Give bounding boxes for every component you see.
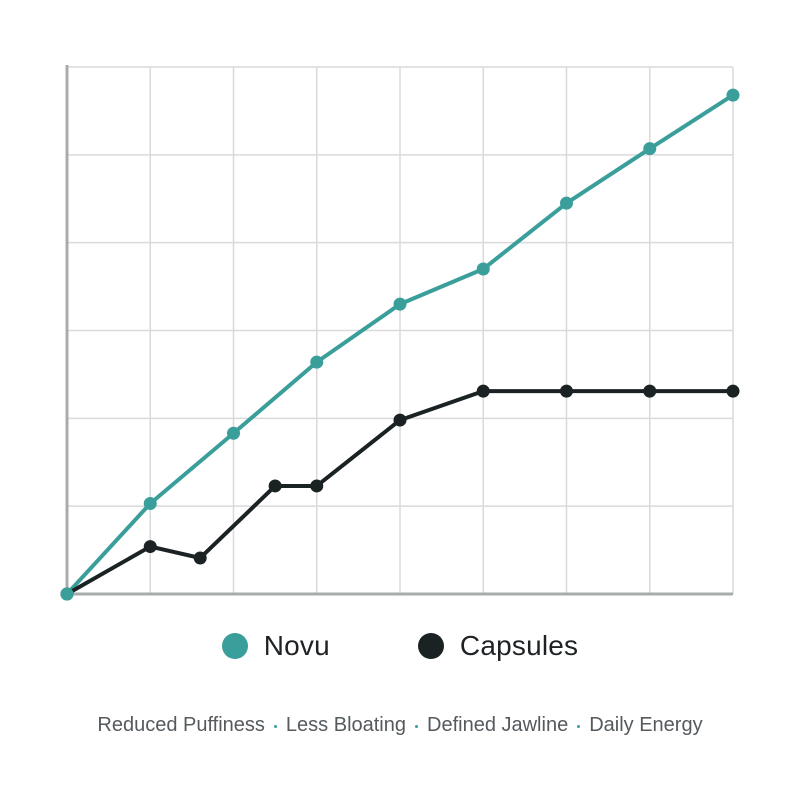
series-points xyxy=(60,88,740,601)
benefit-item: Less Bloating xyxy=(285,714,406,736)
data-point-capsules xyxy=(393,413,407,427)
legend-label-novu: Novu xyxy=(263,630,330,661)
data-point-novu xyxy=(393,297,407,311)
data-point-novu xyxy=(310,355,324,369)
data-point-novu xyxy=(60,587,74,601)
benefit-separator-dot xyxy=(577,725,581,728)
data-point-capsules xyxy=(476,384,490,398)
data-point-capsules xyxy=(310,479,324,493)
legend-swatch-novu xyxy=(221,633,248,659)
chart-grid xyxy=(67,66,734,594)
data-point-novu xyxy=(560,196,573,210)
data-point-capsules xyxy=(726,384,740,398)
data-point-novu xyxy=(643,142,657,156)
data-point-novu xyxy=(476,262,490,276)
legend-label-capsules: Capsules xyxy=(459,630,579,661)
legend-item-novu: Novu xyxy=(221,630,330,662)
data-point-capsules xyxy=(643,384,657,398)
chart-legend: Novu Capsules xyxy=(0,630,800,662)
data-point-capsules xyxy=(193,551,207,565)
data-point-novu xyxy=(143,497,157,511)
data-point-capsules xyxy=(268,479,282,493)
data-point-novu xyxy=(726,88,740,102)
benefit-item: Reduced Puffiness xyxy=(97,714,265,736)
legend-swatch-capsules xyxy=(417,633,444,659)
benefit-item: Daily Energy xyxy=(589,714,703,736)
data-point-capsules xyxy=(560,384,573,398)
benefit-separator-dot xyxy=(415,725,418,728)
chart-axes xyxy=(65,65,733,596)
series-line-capsules xyxy=(65,389,735,596)
benefit-item: Defined Jawline xyxy=(427,714,569,736)
legend-item-capsules: Capsules xyxy=(417,630,579,662)
benefits-caption: Reduced Puffiness Less Bloating Defined Ja… xyxy=(0,714,800,737)
benefit-separator-dot xyxy=(273,725,277,728)
data-point-capsules xyxy=(143,540,157,554)
data-point-novu xyxy=(227,426,240,440)
